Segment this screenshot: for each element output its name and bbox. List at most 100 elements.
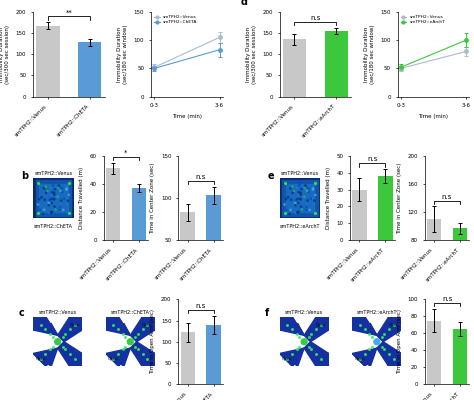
Point [34,180,42,186]
Point [36,196,43,202]
Text: Open: Open [355,357,365,361]
Point [292,197,300,204]
Point [305,189,313,195]
Point [63,186,70,193]
Y-axis label: Immobility Duration
(sec/180 sec window): Immobility Duration (sec/180 sec window) [118,24,128,84]
Point [310,198,318,204]
Point [303,204,310,210]
Point [59,189,66,195]
Point [34,180,41,187]
Text: smTPH2::Venus: smTPH2::Venus [38,310,77,315]
Point [282,180,290,187]
Point [45,202,53,208]
Point [52,206,60,213]
Polygon shape [33,317,58,335]
Text: *: * [124,150,128,156]
Point [48,200,55,206]
Text: n.s: n.s [310,15,320,21]
Y-axis label: Time in Open Arm (sec): Time in Open Arm (sec) [397,309,402,374]
Polygon shape [310,348,328,366]
Point [63,195,71,202]
Text: smTPH2::Venus: smTPH2::Venus [281,171,319,176]
Polygon shape [33,317,58,335]
Point [36,180,44,186]
Bar [286,184,314,212]
Bar [132,188,146,240]
Point [292,210,300,216]
Point [311,180,319,186]
Point [49,181,57,187]
Point [301,185,309,191]
Text: smTPH2::ChETA: smTPH2::ChETA [34,224,73,229]
Point [50,196,57,202]
Point [41,196,48,203]
Y-axis label: Immobility Duration
(sec/300 sec session): Immobility Duration (sec/300 sec session… [246,25,256,84]
Point [296,196,304,202]
Point [51,186,59,192]
Y-axis label: Distance Travelled (m): Distance Travelled (m) [79,167,84,229]
Point [47,196,55,202]
Text: Open: Open [282,357,292,361]
Point [64,200,71,207]
Point [42,184,50,190]
Point [43,187,50,193]
Point [294,209,302,215]
Text: **: ** [65,9,73,15]
Point [306,207,313,213]
Point [310,200,318,207]
Polygon shape [352,348,377,366]
Text: n.s: n.s [367,156,378,162]
Point [293,184,301,191]
Text: smTPH2::eArchT: smTPH2::eArchT [280,224,320,229]
Text: f: f [265,308,269,318]
Polygon shape [106,317,130,335]
Point [297,191,304,198]
Text: smTPH2::eArchT: smTPH2::eArchT [356,310,397,315]
Polygon shape [352,317,377,335]
Point [304,186,312,192]
Point [38,194,46,200]
Bar [206,196,221,282]
Point [297,203,305,210]
Legend: smTPH2::Venus, smTPH2::ChETA: smTPH2::Venus, smTPH2::ChETA [154,14,199,25]
Point [47,184,55,191]
Point [50,190,58,196]
Text: Open: Open [108,357,118,361]
Point [284,194,292,200]
Y-axis label: Time in Center Zone (sec): Time in Center Zone (sec) [397,162,402,234]
Y-axis label: Immobility Duration
(sec/180 sec window): Immobility Duration (sec/180 sec window) [364,24,375,84]
Text: n.s: n.s [442,194,452,200]
Point [294,209,301,216]
Bar [36,26,60,96]
Polygon shape [64,317,82,335]
Point [55,185,62,191]
Point [311,192,319,198]
Point [294,209,301,216]
Polygon shape [383,317,401,335]
Polygon shape [33,348,58,366]
Polygon shape [310,317,328,335]
Polygon shape [106,348,130,366]
Point [289,187,297,193]
Bar [207,325,221,384]
Point [46,210,53,216]
Point [299,206,306,213]
Polygon shape [352,317,377,335]
Polygon shape [137,317,155,335]
Text: e: e [267,170,274,180]
Polygon shape [130,342,155,366]
Bar [453,329,467,384]
Point [286,185,294,192]
Text: c: c [18,308,24,318]
Point [282,196,290,202]
Point [58,185,66,192]
Text: smTPH2::Venus: smTPH2::Venus [34,171,73,176]
Bar [352,190,366,240]
Point [281,201,288,208]
Point [283,207,291,213]
Y-axis label: Time in Center Zone (sec): Time in Center Zone (sec) [150,162,155,234]
Point [51,203,58,210]
Polygon shape [280,348,304,366]
Polygon shape [383,348,401,366]
Circle shape [55,339,61,345]
